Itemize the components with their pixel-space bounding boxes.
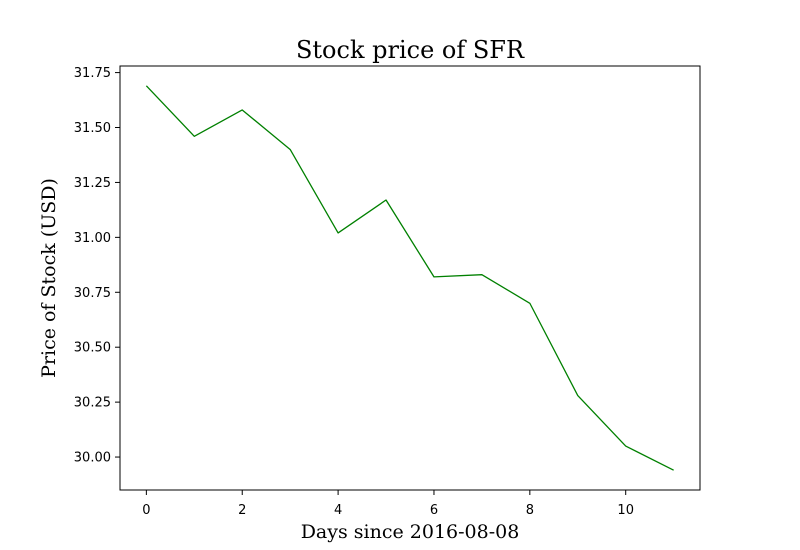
y-tick-label: 30.50 xyxy=(74,341,111,356)
y-tick-label: 31.00 xyxy=(74,231,111,246)
x-tick-label: 8 xyxy=(526,503,534,518)
y-tick-label: 31.25 xyxy=(74,176,111,191)
y-axis-label: Price of Stock (USD) xyxy=(38,178,60,378)
y-tick-label: 31.75 xyxy=(74,66,111,81)
x-tick-label: 0 xyxy=(142,503,150,518)
x-axis-label: Days since 2016-08-08 xyxy=(301,521,520,543)
chart-title: Stock price of SFR xyxy=(296,36,525,64)
x-tick-label: 4 xyxy=(334,503,342,518)
y-tick-label: 30.75 xyxy=(74,286,111,301)
y-tick-label: 31.50 xyxy=(74,121,111,136)
x-tick-label: 2 xyxy=(238,503,246,518)
y-tick-label: 30.00 xyxy=(74,451,111,466)
x-tick-label: 10 xyxy=(617,503,634,518)
y-tick-label: 30.25 xyxy=(74,396,111,411)
series-line xyxy=(145,85,674,471)
plot-area-frame xyxy=(119,65,701,491)
x-tick-label: 6 xyxy=(430,503,438,518)
